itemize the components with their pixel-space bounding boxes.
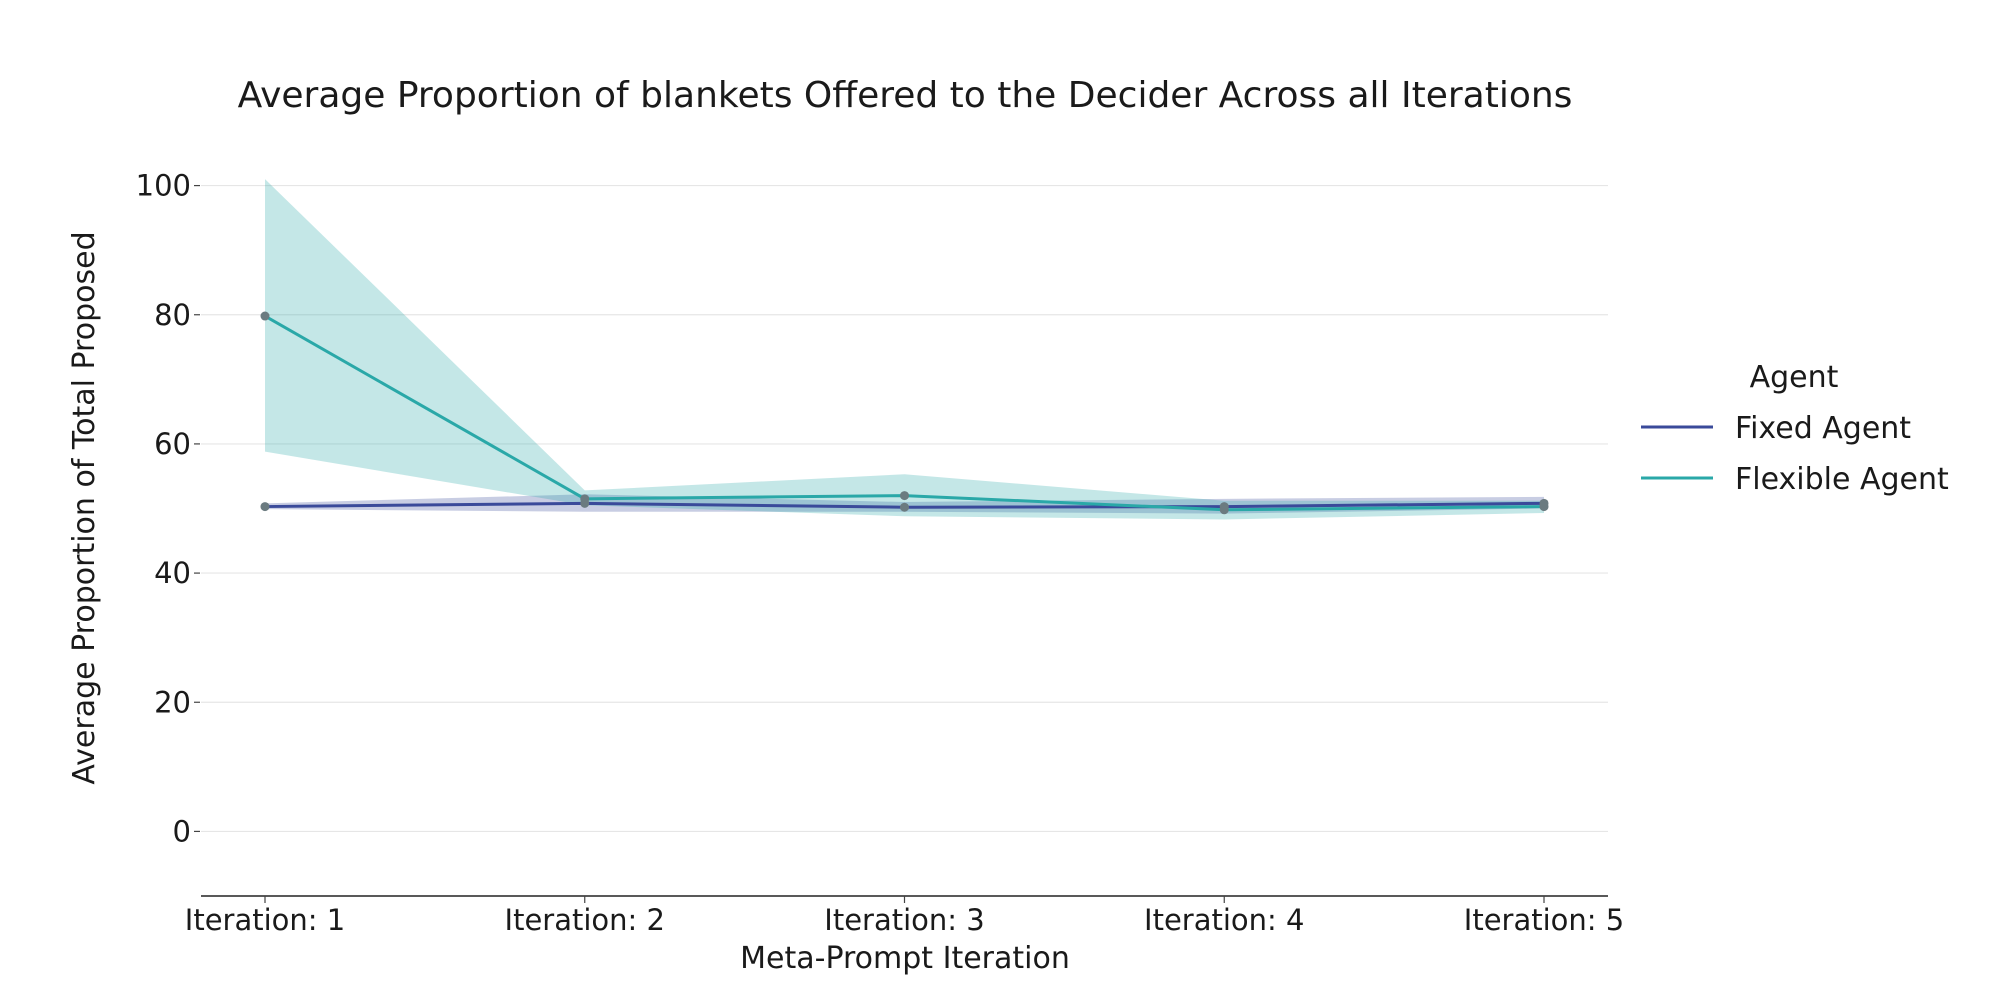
x-tick-label: Iteration: 5 bbox=[1464, 903, 1624, 937]
y-tick-label: 20 bbox=[154, 685, 191, 719]
series-points bbox=[260, 311, 1549, 515]
y-axis-title: Average Proportion of Total Proposed bbox=[67, 231, 102, 784]
x-tick-label: Iteration: 1 bbox=[185, 903, 345, 937]
y-tick-label: 0 bbox=[173, 814, 191, 848]
flexible-agent-point bbox=[1219, 505, 1229, 515]
confidence-bands bbox=[265, 179, 1544, 520]
legend-label-flexible-agent: Flexible Agent bbox=[1735, 462, 1949, 497]
y-tick-label: 100 bbox=[136, 169, 191, 203]
x-tick-label: Iteration: 3 bbox=[824, 903, 984, 937]
flexible-agent-point bbox=[260, 311, 270, 321]
flexible-agent-ci-band bbox=[265, 179, 1544, 520]
legend-label-fixed-agent: Fixed Agent bbox=[1735, 411, 1911, 446]
x-tick-label: Iteration: 2 bbox=[505, 903, 665, 937]
flexible-agent-point bbox=[1539, 502, 1549, 512]
y-axis: 0 20 40 60 80 100 bbox=[136, 169, 200, 848]
y-tick-label: 60 bbox=[154, 427, 191, 461]
gridlines bbox=[201, 184, 1608, 833]
x-axis-title: Meta-Prompt Iteration bbox=[740, 941, 1070, 976]
y-tick-label: 40 bbox=[154, 556, 191, 590]
y-tick-label: 80 bbox=[154, 298, 191, 332]
x-axis: Iteration: 1 Iteration: 2 Iteration: 3 Iter… bbox=[185, 895, 1624, 937]
legend-title: Agent bbox=[1750, 360, 1839, 395]
x-tick-label: Iteration: 4 bbox=[1144, 903, 1304, 937]
flexible-agent-point bbox=[580, 494, 590, 504]
chart-title: Average Proportion of blankets Offered t… bbox=[238, 75, 1573, 116]
fixed-agent-point bbox=[900, 502, 909, 512]
fixed-agent-point bbox=[260, 502, 270, 512]
legend: Agent Fixed Agent Flexible Agent bbox=[1641, 360, 1949, 497]
flexible-agent-point bbox=[900, 491, 909, 501]
